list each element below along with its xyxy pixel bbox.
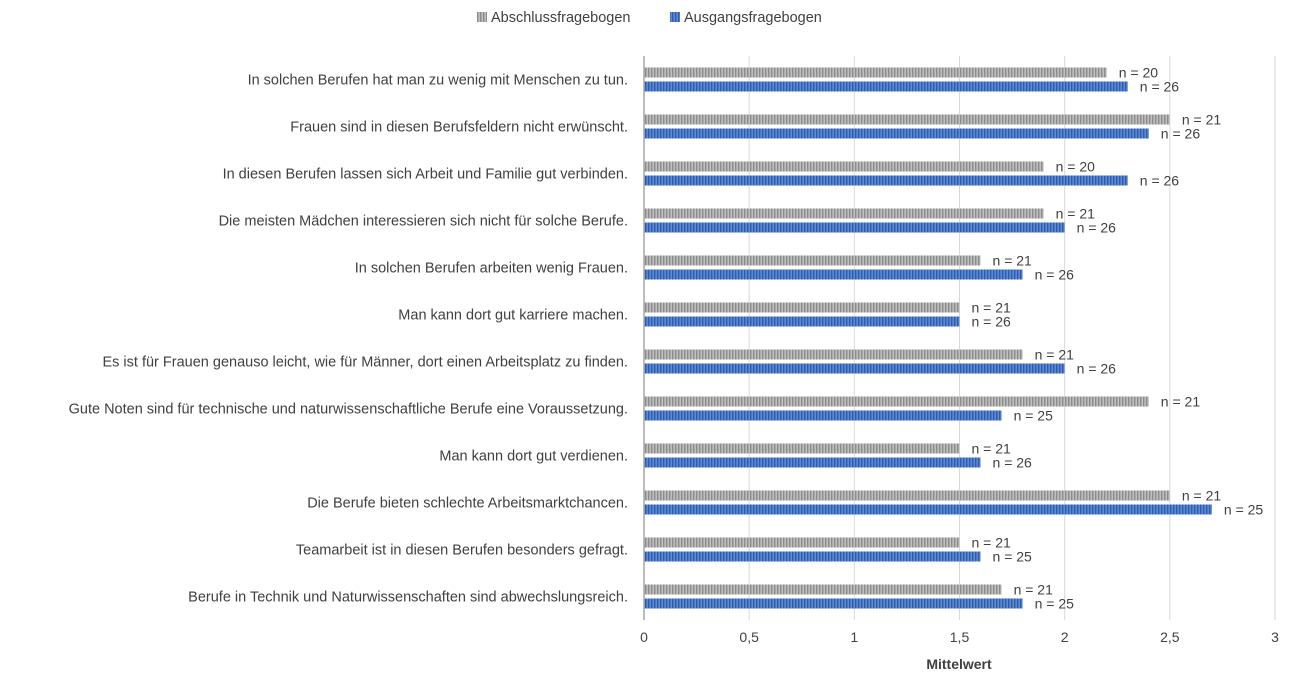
bar-ausgang — [644, 222, 1065, 233]
x-tick-label: 0,5 — [739, 629, 759, 645]
bar-abschluss — [644, 443, 960, 454]
data-label: n = 21 — [972, 441, 1012, 457]
category-label: In solchen Berufen arbeiten wenig Frauen… — [355, 261, 628, 277]
category-label: Teamarbeit ist in diesen Berufen besonde… — [296, 543, 628, 559]
category-label: Es ist für Frauen genauso leicht, wie fü… — [102, 355, 628, 371]
data-label: n = 26 — [993, 455, 1033, 471]
data-labels: n = 20n = 26n = 21n = 26n = 20n = 26n = … — [972, 65, 1264, 612]
bar-ausgang — [644, 363, 1065, 374]
bar-abschluss — [644, 208, 1044, 219]
bar-ausgang — [644, 316, 960, 327]
category-label: Man kann dort gut karriere machen. — [398, 308, 628, 324]
data-label: n = 21 — [1014, 582, 1054, 598]
category-label: In diesen Berufen lassen sich Arbeit und… — [223, 167, 628, 183]
bar-ausgang — [644, 175, 1128, 186]
category-label: Die Berufe bieten schlechte Arbeitsmarkt… — [307, 496, 628, 512]
x-tick-label: 0 — [640, 629, 648, 645]
legend-swatch-ausgang — [670, 12, 680, 22]
category-label: In solchen Berufen hat man zu wenig mit … — [248, 73, 628, 89]
category-label: Man kann dort gut verdienen. — [439, 449, 628, 465]
data-label: n = 21 — [972, 535, 1012, 551]
legend: Abschlussfragebogen Ausgangsfragebogen — [477, 10, 822, 26]
bar-abschluss — [644, 161, 1044, 172]
bar-abschluss — [644, 114, 1170, 125]
data-label: n = 26 — [1161, 126, 1201, 142]
x-tick-label: 1,5 — [950, 629, 970, 645]
data-label: n = 26 — [1077, 361, 1117, 377]
bar-abschluss — [644, 349, 1023, 360]
category-label: Frauen sind in diesen Berufsfeldern nich… — [290, 120, 628, 136]
data-label: n = 26 — [1077, 220, 1117, 236]
bar-ausgang — [644, 504, 1212, 515]
bar-abschluss — [644, 302, 960, 313]
category-label: Gute Noten sind für technische und natur… — [69, 402, 628, 418]
x-tick-label: 3 — [1271, 629, 1279, 645]
legend-label-ausgang: Ausgangsfragebogen — [684, 10, 822, 26]
bar-abschluss — [644, 255, 981, 266]
data-label: n = 25 — [1014, 408, 1054, 424]
legend-label-abschluss: Abschlussfragebogen — [491, 10, 630, 26]
bars — [644, 67, 1212, 609]
data-label: n = 25 — [1224, 502, 1264, 518]
x-tick-label: 2 — [1061, 629, 1069, 645]
data-label: n = 25 — [993, 549, 1033, 565]
category-labels: In solchen Berufen hat man zu wenig mit … — [69, 73, 628, 606]
data-label: n = 20 — [1056, 159, 1096, 175]
gridlines — [748, 56, 1276, 620]
x-axis-ticks: 0 0,5 1 1,5 2 2,5 3 — [640, 629, 1279, 645]
bar-abschluss — [644, 396, 1149, 407]
category-label: Berufe in Technik und Naturwissenschafte… — [188, 590, 628, 606]
x-tick-label: 2,5 — [1160, 629, 1180, 645]
bar-ausgang — [644, 128, 1149, 139]
data-label: n = 26 — [1140, 79, 1180, 95]
data-label: n = 21 — [972, 300, 1012, 316]
bar-abschluss — [644, 490, 1170, 501]
category-label: Die meisten Mädchen interessieren sich n… — [219, 214, 628, 230]
bar-ausgang — [644, 269, 1023, 280]
x-axis-title: Mittelwert — [926, 656, 992, 672]
bar-ausgang — [644, 551, 981, 562]
data-label: n = 21 — [993, 253, 1033, 269]
data-label: n = 25 — [1035, 596, 1075, 612]
data-label: n = 26 — [1140, 173, 1180, 189]
bar-ausgang — [644, 81, 1128, 92]
data-label: n = 20 — [1119, 65, 1159, 81]
data-label: n = 21 — [1182, 488, 1222, 504]
data-label: n = 21 — [1035, 347, 1075, 363]
x-tick-label: 1 — [850, 629, 858, 645]
legend-swatch-abschluss — [477, 12, 487, 22]
data-label: n = 26 — [1035, 267, 1075, 283]
bar-abschluss — [644, 584, 1002, 595]
data-label: n = 21 — [1182, 112, 1222, 128]
data-label: n = 26 — [972, 314, 1012, 330]
bar-abschluss — [644, 67, 1107, 78]
data-label: n = 21 — [1056, 206, 1096, 222]
bar-ausgang — [644, 410, 1002, 421]
data-label: n = 21 — [1161, 394, 1201, 410]
bar-ausgang — [644, 457, 981, 468]
bar-ausgang — [644, 598, 1023, 609]
bar-abschluss — [644, 537, 960, 548]
